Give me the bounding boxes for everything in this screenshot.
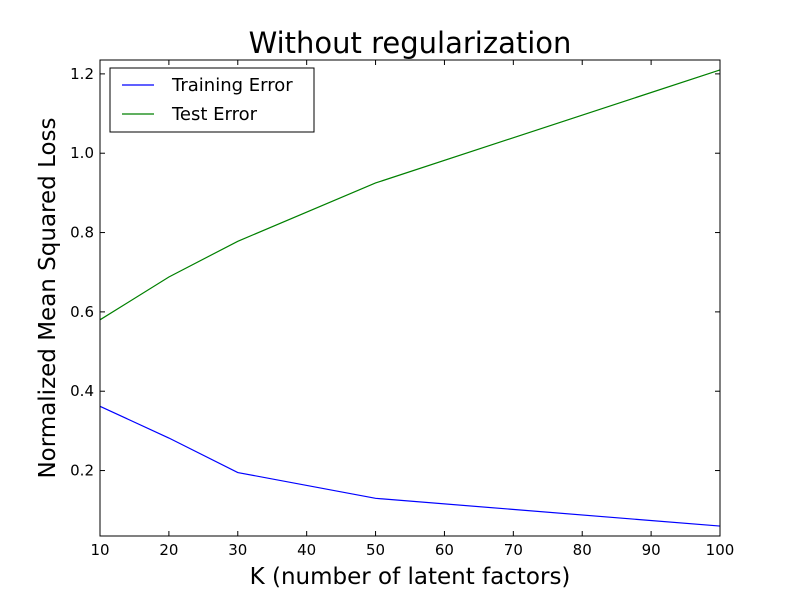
x-tick-label: 80 (573, 541, 592, 559)
x-tick-label: 90 (642, 541, 661, 559)
legend-label-test-error: Test Error (171, 104, 258, 125)
x-tick-label: 100 (706, 541, 735, 559)
x-tick-label: 20 (159, 541, 178, 559)
x-tick-label: 10 (90, 541, 109, 559)
x-tick-label: 70 (504, 541, 523, 559)
y-tick-label: 1.0 (70, 144, 94, 162)
legend-label-training-error: Training Error (171, 75, 293, 96)
x-tick-label: 50 (366, 541, 385, 559)
y-tick-label: 0.2 (70, 462, 94, 480)
legend-box (109, 67, 315, 133)
x-tick-label: 30 (228, 541, 247, 559)
y-tick-label: 0.6 (70, 303, 94, 321)
plot-frame (99, 59, 721, 537)
series-line-training-error (99, 405, 721, 527)
y-axis-label: Normalized Mean Squared Loss (35, 117, 61, 478)
x-tick-label: 40 (297, 541, 316, 559)
y-tick-label: 0.4 (70, 382, 94, 400)
x-axis-label: K (number of latent factors) (250, 564, 571, 590)
y-tick-label: 1.2 (70, 65, 94, 83)
series-line-test-error (99, 69, 721, 321)
chart-title: Without regularization (249, 26, 572, 60)
y-tick-label: 0.8 (70, 224, 94, 242)
x-tick-label: 60 (435, 541, 454, 559)
